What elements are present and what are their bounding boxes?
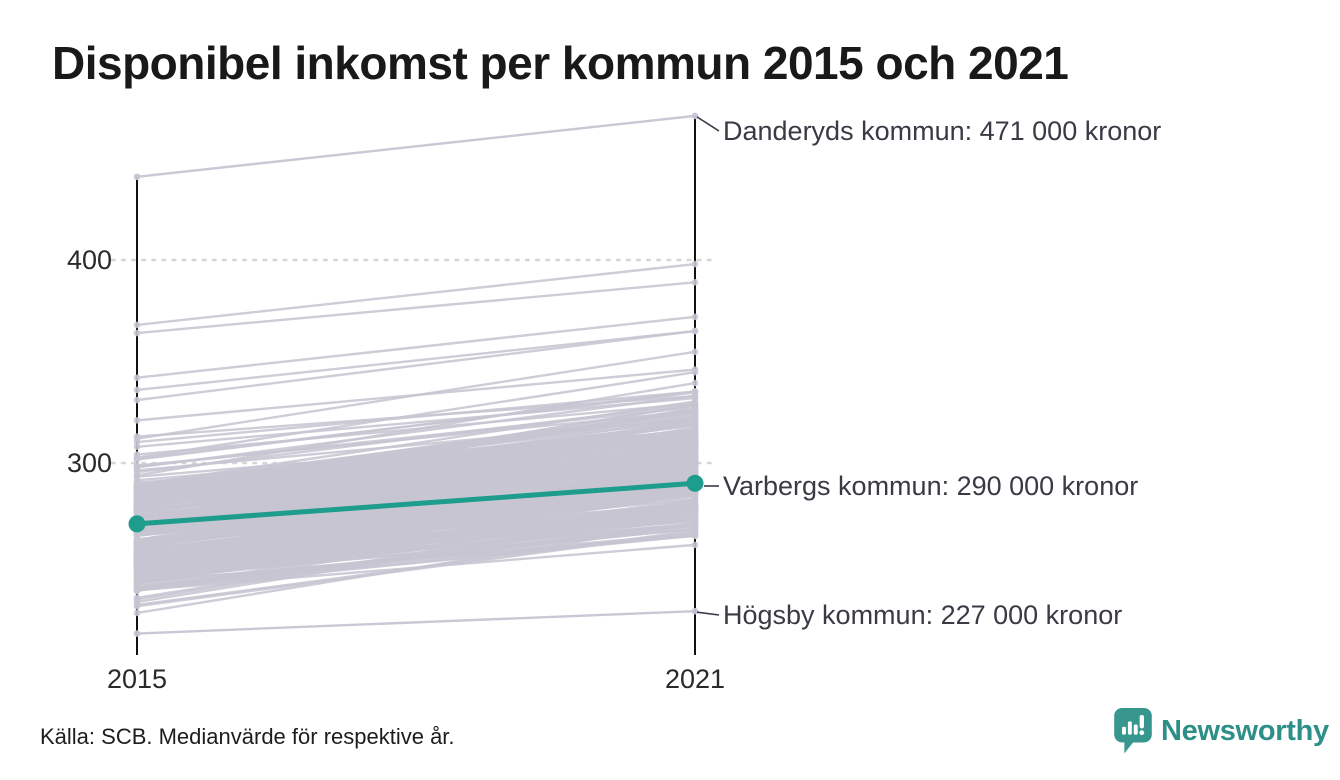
- newsworthy-logo[interactable]: Newsworthy: [1114, 708, 1329, 755]
- x-axis-label-2021: 2021: [664, 664, 726, 694]
- y-axis-tick-400: 400: [66, 245, 112, 275]
- y-axis-tick-300: 300: [66, 448, 112, 478]
- annotation-varberg: Varbergs kommun: 290 000 kronor: [723, 471, 1139, 501]
- x-axis-label-2015: 2015: [106, 664, 168, 694]
- chart-title: Disponibel inkomst per kommun 2015 och 2…: [52, 37, 1069, 89]
- annotation-hogsby: Högsby kommun: 227 000 kronor: [723, 600, 1123, 630]
- source-note: Källa: SCB. Medianvärde för respektive å…: [40, 724, 455, 749]
- newsworthy-logo-icon: [1114, 708, 1152, 754]
- annotation-danderyd: Danderyds kommun: 471 000 kronor: [723, 116, 1162, 146]
- newsworthy-logo-text: Newsworthy: [1161, 715, 1329, 747]
